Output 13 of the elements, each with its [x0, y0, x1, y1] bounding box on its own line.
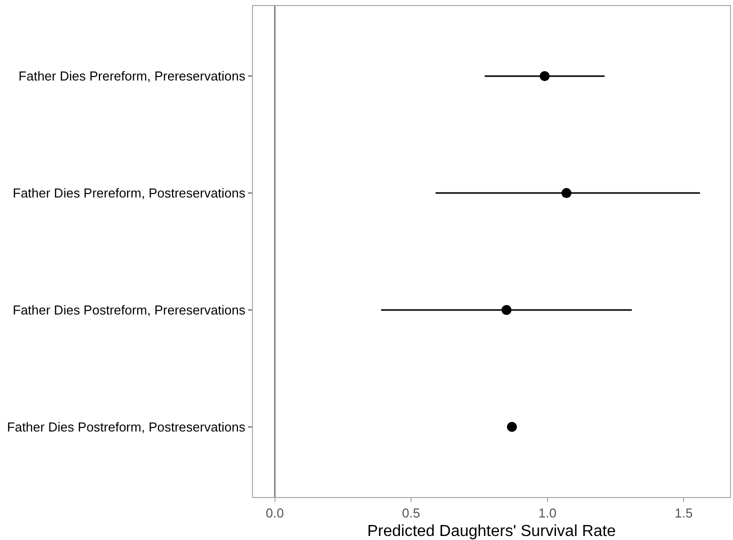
x-tick-label: 1.0	[538, 506, 556, 521]
y-tick-label: Father Dies Postreform, Postreservations	[6, 419, 246, 434]
point	[501, 304, 512, 315]
y-tick-label: Father Dies Prereform, Prereservations	[18, 68, 246, 84]
y-tick-label: Father Dies Prereform, Postreservations	[12, 186, 246, 201]
x-tick-label: 1.5	[674, 506, 693, 521]
x-tick-label: 0.5	[402, 506, 420, 521]
y-tick-label: Father Dies Postreform, Prereservations	[12, 302, 246, 318]
point	[540, 71, 550, 82]
point	[561, 188, 572, 198]
x-axis-title: Predicted Daughters' Survival Rate	[367, 523, 616, 540]
point	[506, 422, 517, 432]
x-tick-label: 0.0	[266, 506, 284, 521]
